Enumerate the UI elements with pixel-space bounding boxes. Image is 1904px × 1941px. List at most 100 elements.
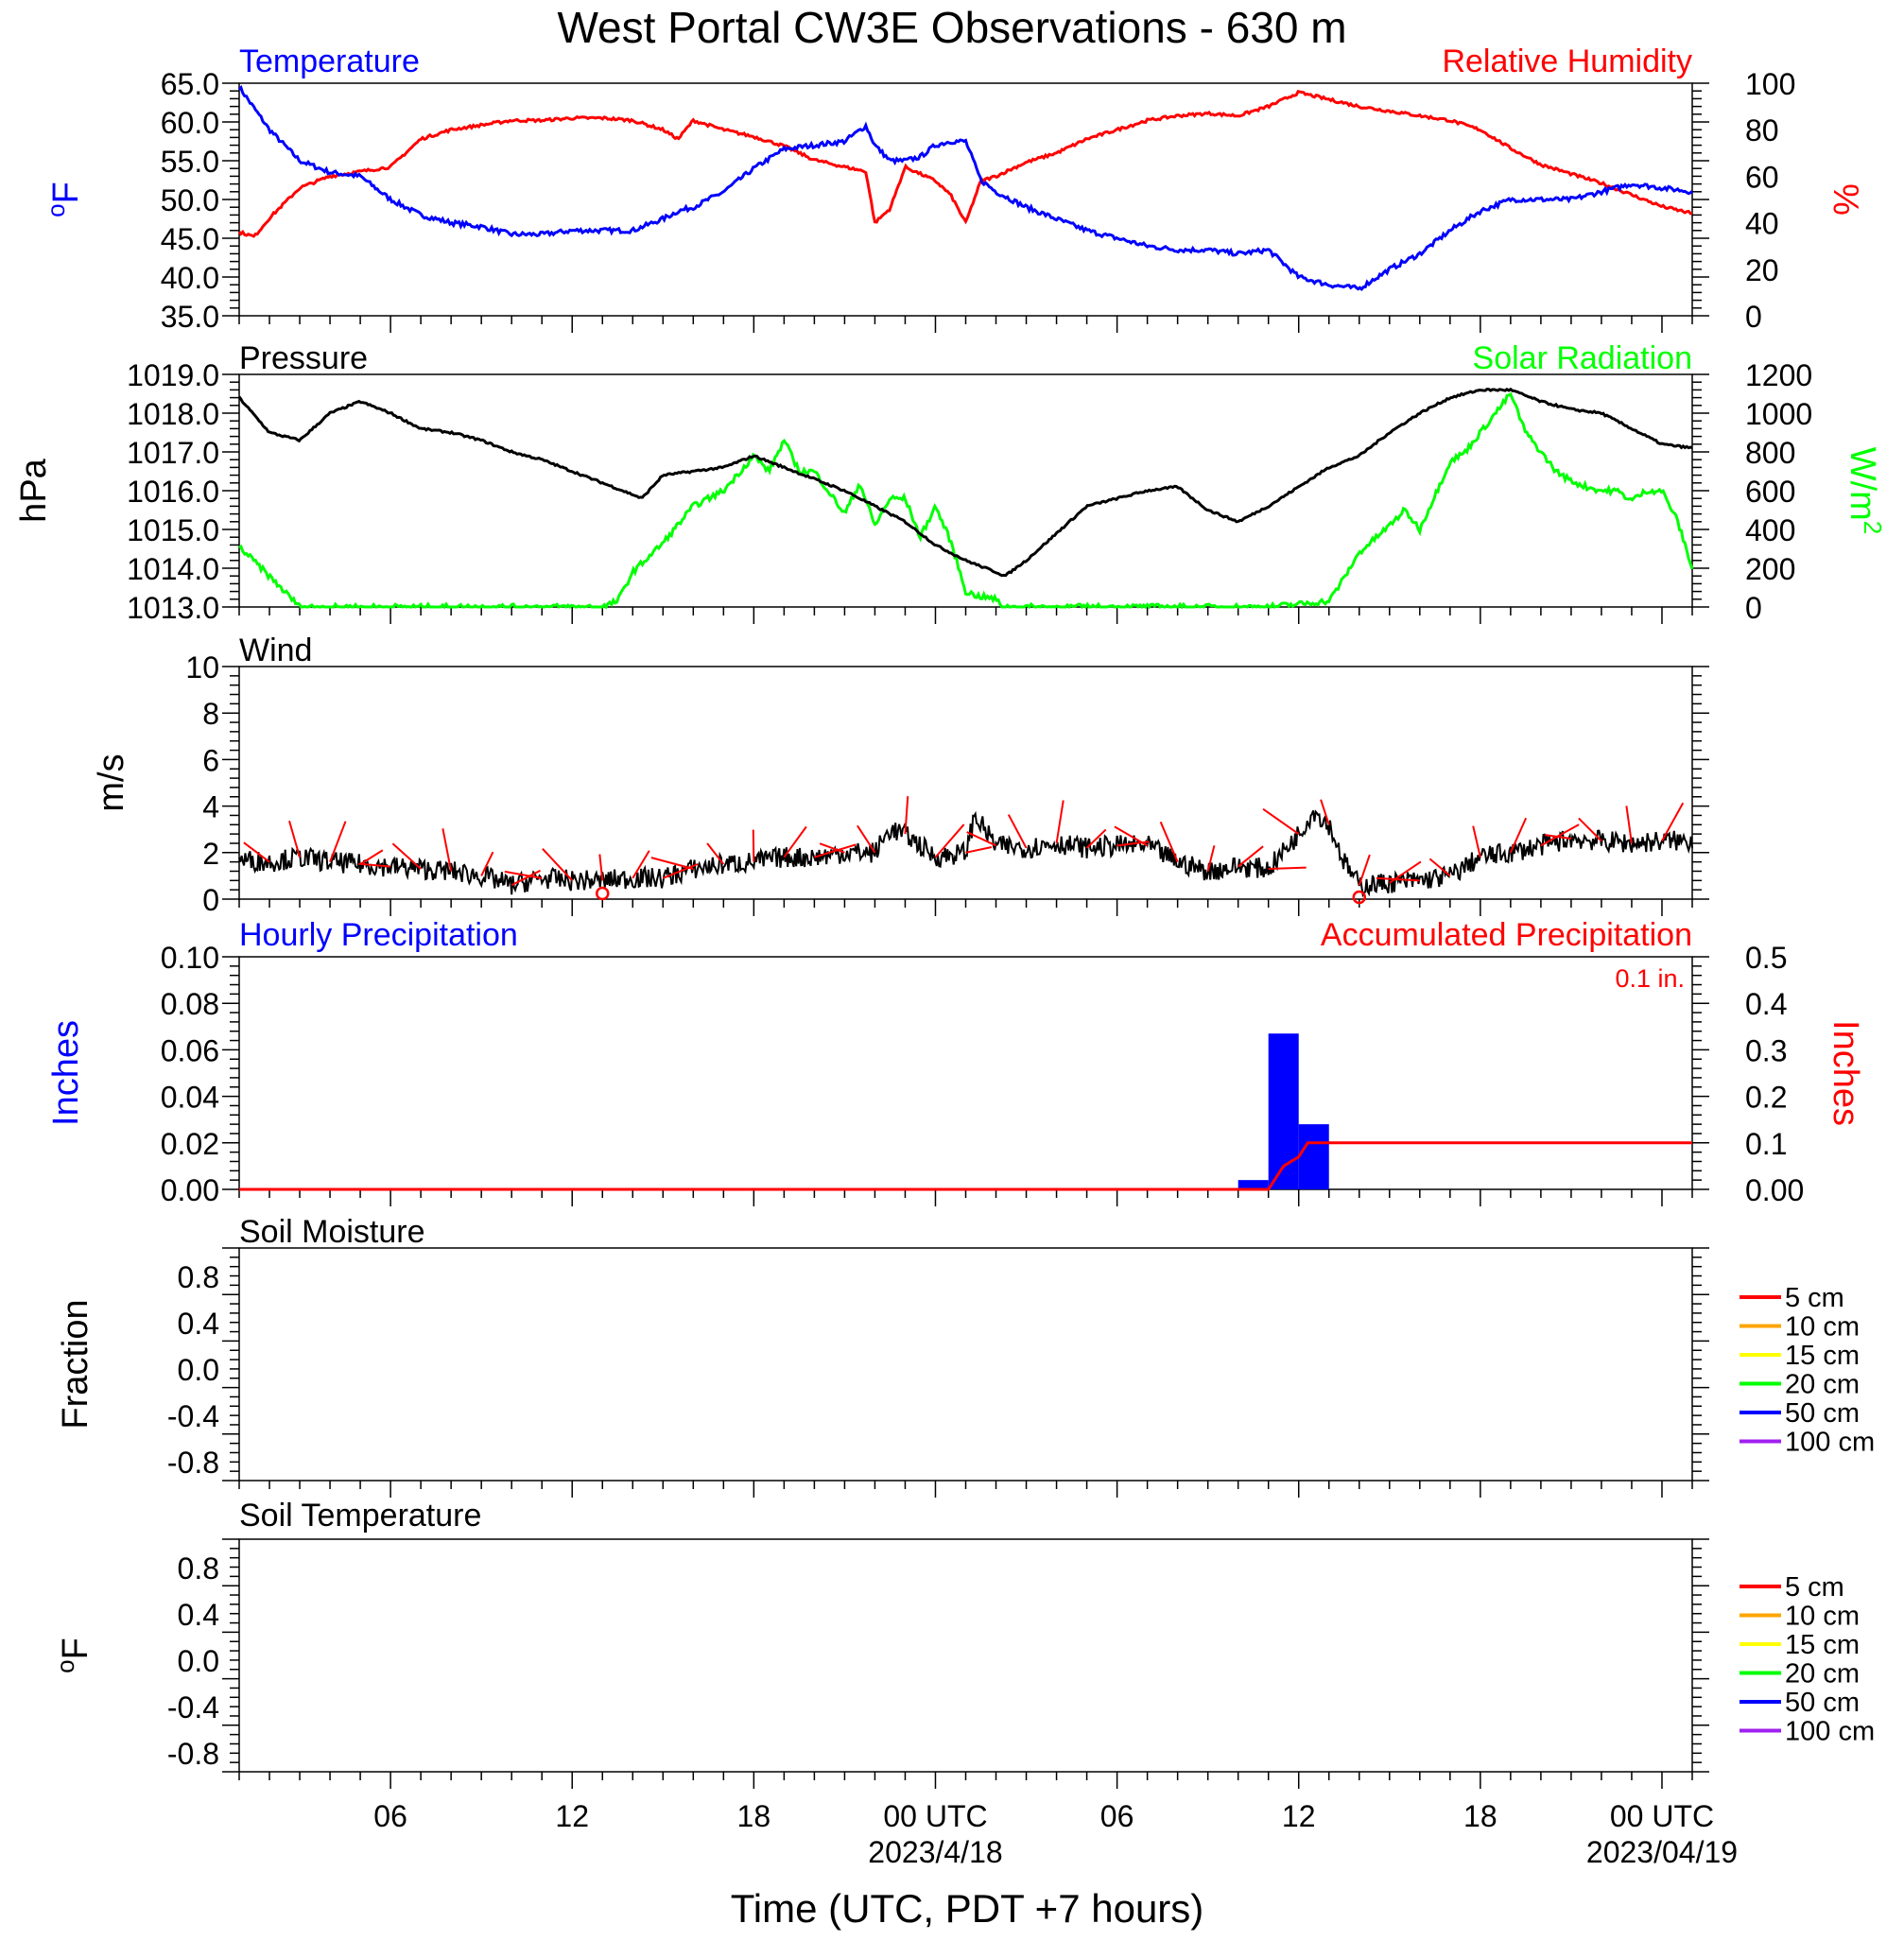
y-tick-label: 0.06 [161, 1033, 219, 1067]
x-axis-label: Time (UTC, PDT +7 hours) [731, 1886, 1204, 1931]
y-tick-label: 4 [202, 790, 219, 824]
wind-barb [783, 825, 807, 858]
x-tick-label: 12 [555, 1799, 589, 1833]
wind-barb [288, 820, 302, 858]
temperature-line [237, 84, 1694, 292]
precip-bar [1268, 1033, 1299, 1189]
y2-tick-label: 0.4 [1745, 987, 1787, 1021]
y2-tick-label: 200 [1745, 552, 1795, 586]
y-tick-label: 1015.0 [127, 513, 219, 547]
hourly-precip-unit-label: Inches [46, 1020, 86, 1126]
y-tick-label: 60.0 [161, 106, 219, 140]
wind-barb [511, 869, 541, 887]
y2-tick-label: 0.5 [1745, 941, 1787, 975]
y2-tick-label: 40 [1745, 207, 1779, 241]
wind-panel: Wind m/s 10 8 6 4 2 0 [92, 633, 1709, 917]
legend-label: 100 cm [1785, 1428, 1875, 1458]
accumulated-precip-line [239, 1141, 1692, 1191]
humidity-tick-labels: 100 80 60 40 20 0 [1745, 67, 1795, 334]
pressure-panel: Pressure Solar Radiation hPa W/m2 1019.0… [14, 340, 1887, 625]
y-tick-label: 0.4 [178, 1307, 219, 1341]
y-tick-label: 0.8 [178, 1260, 219, 1294]
temperature-plot-frame [238, 82, 1693, 317]
soil-moisture-panel: Soil Moisture Fraction 0.8 0.4 0.0 -0.4 -0.8… [56, 1214, 1875, 1498]
pressure-axis-ticks [222, 373, 1709, 624]
legend-label: 20 cm [1785, 1659, 1860, 1690]
wind-barb [1428, 858, 1451, 877]
wind-tick-labels: 10 8 6 4 2 0 [185, 650, 219, 917]
wind-title: Wind [239, 633, 312, 668]
precip-bar [1238, 1180, 1269, 1189]
y-tick-label: 45.0 [161, 222, 219, 256]
y-tick-label: 2 [202, 837, 219, 871]
x-tick-label: 00 UTC [1610, 1799, 1714, 1833]
accumulated-precip-unit-label: Inches [1826, 1020, 1865, 1126]
y-tick-label: 65.0 [161, 67, 219, 101]
chart-title: West Portal CW3E Observations - 630 m [557, 3, 1346, 52]
legend-label: 15 cm [1785, 1630, 1860, 1660]
wind-unit-label: m/s [92, 754, 131, 811]
wind-barb [819, 842, 845, 854]
pressure-title: Pressure [239, 340, 368, 376]
y2-tick-label: 0.1 [1745, 1127, 1787, 1161]
soil-temperature-axis-ticks [222, 1538, 1709, 1789]
y-tick-label: 1014.0 [127, 552, 219, 586]
wind-barb [1578, 817, 1602, 842]
temperature-tick-labels: 65.0 60.0 55.0 50.0 45.0 40.0 35.0 [161, 67, 219, 334]
legend-label: 5 cm [1785, 1283, 1844, 1313]
wind-barb [1376, 876, 1420, 882]
x-tick-label: 12 [1282, 1799, 1316, 1833]
temperature-title: Temperature [239, 43, 420, 79]
y2-tick-label: 600 [1745, 475, 1795, 509]
wind-barb [706, 842, 725, 865]
pressure-line [237, 387, 1693, 578]
wind-barb [632, 850, 650, 879]
wind-barb [391, 842, 422, 870]
y-tick-label: 8 [202, 697, 219, 731]
y-tick-label: 0.04 [161, 1081, 219, 1115]
soil-moisture-title: Soil Moisture [239, 1214, 425, 1250]
wind-barb [542, 847, 573, 882]
wind-barb [1625, 806, 1633, 844]
wind-barb [857, 824, 876, 854]
y-tick-label: 10 [185, 650, 219, 685]
temperature-unit-label: oF [42, 182, 86, 217]
y2-tick-label: 0.2 [1745, 1081, 1787, 1115]
wind-barb [358, 862, 391, 868]
y-tick-label: 40.0 [161, 261, 219, 295]
y-tick-label: -0.8 [167, 1737, 219, 1771]
humidity-title: Relative Humidity [1442, 43, 1692, 79]
legend-label: 10 cm [1785, 1312, 1860, 1343]
x-tick-label: 18 [1463, 1799, 1497, 1833]
wind-barb [1545, 834, 1572, 841]
wind-barb [1262, 807, 1300, 835]
wind-barb [1206, 845, 1216, 872]
x-tick-label: 00 UTC [883, 1799, 987, 1833]
legend-label: 15 cm [1785, 1341, 1860, 1371]
humidity-unit-label: % [1826, 183, 1865, 216]
pressure-plot-frame [238, 373, 1693, 608]
temperature-panel: Temperature Relative Humidity oF % 65.0 6… [42, 43, 1865, 334]
y2-tick-label: 100 [1745, 67, 1795, 101]
wind-barb [966, 831, 996, 847]
wind-barb [1116, 841, 1150, 847]
soil-temperature-title: Soil Temperature [239, 1498, 481, 1534]
wind-barb [965, 846, 993, 854]
y-tick-label: 35.0 [161, 300, 219, 334]
solar-unit-label: W/m2 [1843, 447, 1887, 535]
y-tick-label: 0.10 [161, 941, 219, 975]
precipitation-axis-ticks [222, 956, 1709, 1206]
wind-speed-line [238, 809, 1693, 898]
solar-radiation-line [238, 391, 1694, 610]
pressure-unit-label: hPa [14, 458, 54, 522]
calm-wind-marker [596, 886, 610, 901]
wind-barb [598, 854, 604, 881]
wind-barb [814, 843, 857, 858]
precip-bar [1298, 1124, 1329, 1189]
x-date-label: 2023/4/18 [868, 1835, 1002, 1869]
y2-tick-label: 0.3 [1745, 1033, 1787, 1067]
